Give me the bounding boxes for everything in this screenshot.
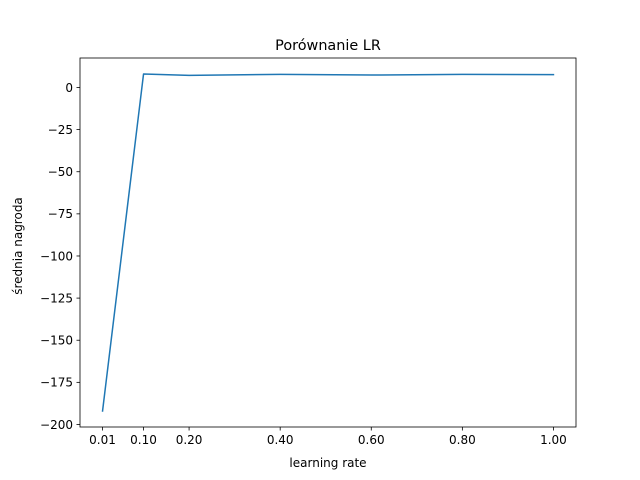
x-tick-label: 0.01 [89, 433, 116, 447]
x-tick-label: 0.20 [176, 433, 203, 447]
axes-frame [79, 57, 577, 428]
y-tick-label: −175 [40, 376, 73, 390]
x-tick-label: 1.00 [540, 433, 567, 447]
y-tick-label: −75 [48, 207, 73, 221]
x-tick-label: 0.40 [267, 433, 294, 447]
y-tick-label: −50 [48, 165, 73, 179]
series-line-0 [101, 73, 555, 412]
x-tick-label: 0.60 [358, 433, 385, 447]
chart-title: Porównanie LR [275, 38, 381, 54]
y-tick-label: −200 [40, 418, 73, 432]
plot-area: 0.01 0.10 0.20 0.40 0.60 0.80 1.00 0 −25 −50 −75 −1… [40, 57, 577, 447]
x-tick-label: 0.10 [130, 433, 157, 447]
x-tick-label: 0.80 [449, 433, 476, 447]
y-tick-label: 0 [65, 81, 73, 95]
y-tick-label: −100 [40, 249, 73, 263]
y-tick-label: −150 [40, 334, 73, 348]
y-axis-label: średnia nagroda [11, 197, 25, 295]
y-tick-label: −125 [40, 291, 73, 305]
y-tick-label: −25 [48, 123, 73, 137]
x-axis-label: learning rate [289, 456, 366, 470]
